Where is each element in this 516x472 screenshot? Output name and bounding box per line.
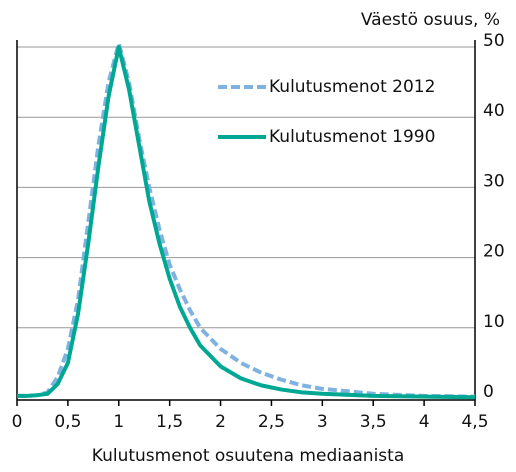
x-tick-label: 1 — [113, 412, 124, 432]
y-axis-title: Väestö osuus, % — [361, 10, 500, 30]
x-tick-label: 0,5 — [54, 412, 81, 432]
x-tick-label: 3 — [317, 412, 328, 432]
y-tick-label: 50 — [483, 31, 505, 51]
x-tick-label: 4,5 — [461, 412, 488, 432]
x-tick-label: 3,5 — [360, 412, 387, 432]
x-tick-label: 2 — [215, 412, 226, 432]
x-tick-label: 0 — [12, 412, 23, 432]
y-tick-label: 40 — [483, 101, 505, 121]
y-tick-label: 10 — [483, 312, 505, 332]
y-tick-label: 0 — [483, 382, 494, 402]
x-tick-label: 2,5 — [258, 412, 285, 432]
series-line — [17, 41, 476, 399]
y-tick-label: 20 — [483, 242, 505, 262]
y-tick-label: 30 — [483, 171, 505, 191]
x-axis-title: Kulutusmenot osuutena mediaanista — [92, 446, 404, 466]
series-line — [17, 45, 476, 400]
legend-label: Kulutusmenot 1990 — [269, 127, 435, 147]
x-tick-label: 1,5 — [156, 412, 183, 432]
x-tick-label: 4 — [419, 412, 430, 432]
legend-label: Kulutusmenot 2012 — [269, 77, 435, 97]
